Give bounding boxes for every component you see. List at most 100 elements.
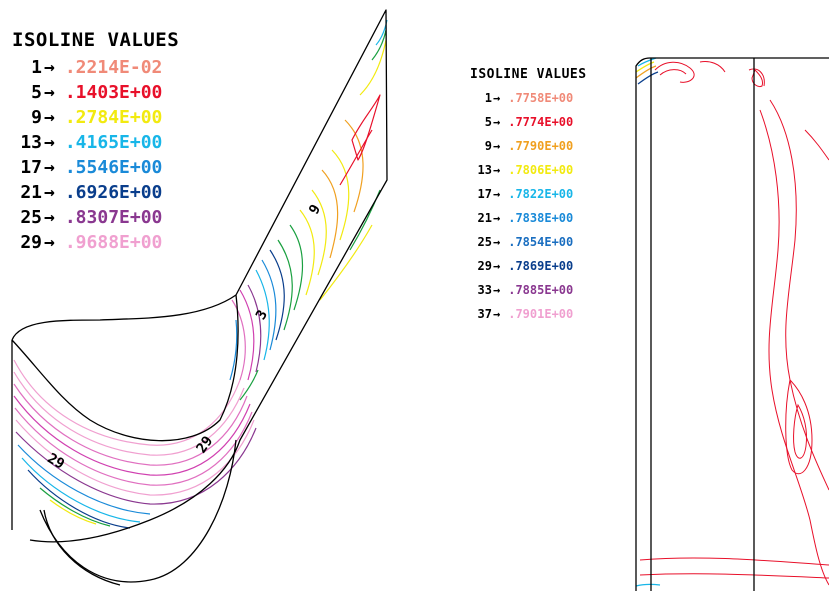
arrow-icon: →	[493, 163, 501, 177]
legend-isoline-value: .7885E+00	[508, 283, 574, 297]
contour-yellow-3	[311, 189, 327, 276]
contour-blue-4	[261, 259, 277, 351]
corner-bottom-blue	[635, 583, 661, 587]
arrow-icon: →	[44, 132, 55, 153]
arrow-icon: →	[493, 91, 501, 105]
legend-isoline-number: 13	[20, 132, 42, 153]
legend-isoline-value: .5546E+00	[64, 157, 163, 178]
legend-isoline-value: .6926E+00	[64, 182, 163, 203]
contour-label-29b: 29	[44, 450, 67, 472]
legend-isoline-value: .7758E+00	[508, 91, 574, 105]
blade-lower	[39, 439, 237, 583]
right-contour-lines	[639, 61, 829, 586]
legend-row: 17→ .7822E+00	[470, 182, 587, 206]
contour-r-12	[804, 129, 829, 161]
contour-pink-7	[231, 299, 246, 381]
contour-pink-4	[13, 395, 251, 476]
contour-green-3	[289, 224, 304, 311]
contour-pink-5	[14, 407, 253, 486]
legend-isoline-number: 37	[477, 307, 492, 321]
arrow-icon: →	[44, 57, 55, 78]
legend-row: 13 → .4165E+00	[12, 130, 179, 155]
legend-isoline-value: .9688E+00	[64, 232, 163, 253]
contour-yellow-1	[49, 499, 97, 525]
legend-isoline-number: 29	[477, 259, 492, 273]
arrow-icon: →	[44, 207, 55, 228]
legend-left: ISOLINE VALUES 1 → .2214E-02 5 → .1403E+00 9 →.…	[12, 28, 179, 255]
domain-outline	[635, 57, 829, 591]
legend-left-items: 1 → .2214E-02 5 → .1403E+00 9 → .2784E+00 13 → .416…	[12, 55, 179, 255]
contour-navy	[27, 469, 131, 529]
contour-pink-2	[13, 371, 245, 456]
legend-isoline-number: 5	[484, 115, 492, 129]
right-contour-plot	[635, 57, 829, 591]
legend-isoline-value: .2784E+00	[64, 107, 163, 128]
corner-navy	[637, 71, 659, 85]
contour-green-6	[239, 369, 259, 401]
passage-outline	[11, 9, 388, 543]
legend-isoline-value: .7838E+00	[508, 211, 574, 225]
legend-isoline-number: 25	[20, 207, 42, 228]
contour-r-4	[793, 403, 807, 459]
contour-green-1	[39, 487, 111, 527]
legend-row: 21 → .6926E+00	[12, 180, 179, 205]
legend-isoline-value: .1403E+00	[64, 82, 163, 103]
arrow-icon: →	[44, 157, 55, 178]
left-contour-lines	[13, 19, 388, 529]
legend-isoline-number: 1	[484, 91, 492, 105]
right-corner-contours	[635, 57, 661, 587]
corner-orange	[635, 65, 657, 79]
contour-blue-3	[255, 269, 270, 361]
left-contour-plot: 9 3 29 29	[11, 9, 388, 586]
legend-isoline-value: .7790E+00	[508, 139, 574, 153]
contour-r-9	[699, 61, 726, 73]
legend-isoline-value: .7901E+00	[508, 307, 574, 321]
legend-isoline-number: 29	[20, 232, 42, 253]
blade-upper	[11, 294, 237, 341]
blade-lower-2	[43, 509, 121, 586]
legend-isoline-value: .7774E+00	[508, 115, 574, 129]
legend-isoline-number: 13	[477, 163, 492, 177]
contour-pink-8	[239, 289, 255, 381]
contour-orange-2	[344, 119, 364, 213]
contour-r-7	[654, 61, 695, 83]
legend-row: 21→ .7838E+00	[470, 206, 587, 230]
contour-r-5	[751, 69, 763, 87]
left-contour-labels: 9 3 29 29	[44, 202, 324, 473]
contour-navy-2	[269, 249, 285, 341]
legend-isoline-value: .7854E+00	[508, 235, 574, 249]
contour-violet-2	[247, 284, 262, 373]
contour-r-2	[759, 109, 829, 586]
legend-isoline-number: 1	[31, 57, 42, 78]
legend-isoline-number: 17	[477, 187, 492, 201]
arrow-icon: →	[493, 115, 501, 129]
arrow-icon: →	[493, 139, 501, 153]
contour-yellow-4	[331, 149, 350, 241]
contour-label-9: 9	[306, 202, 324, 217]
contour-violet	[15, 427, 257, 505]
contour-r-10	[639, 557, 829, 566]
contour-orange-1	[321, 169, 339, 259]
legend-row: 5 → .1403E+00	[12, 80, 179, 105]
legend-row: 29 → .9688E+00	[12, 230, 179, 255]
contour-blue-1	[17, 444, 151, 515]
legend-isoline-number: 5	[31, 82, 42, 103]
legend-row: 25→ .7854E+00	[470, 230, 587, 254]
legend-isoline-value: .7806E+00	[508, 163, 574, 177]
left-outlines	[11, 9, 388, 586]
arrow-icon: →	[44, 107, 55, 128]
corner-yellow	[635, 61, 655, 73]
legend-right: ISOLINE VALUES 1→ .7758E+00 5→ .7774E+00 9→.…	[470, 63, 587, 326]
legend-isoline-value: .7869E+00	[508, 259, 574, 273]
arrow-icon: →	[493, 187, 501, 201]
arrow-icon: →	[493, 307, 501, 321]
legend-isoline-value: .2214E-02	[64, 57, 163, 78]
legend-row: 13→ .7806E+00	[470, 158, 587, 182]
legend-isoline-number: 17	[20, 157, 42, 178]
contour-red-2	[339, 129, 373, 186]
contour-red-1	[351, 94, 381, 161]
legend-isoline-value: .7822E+00	[508, 187, 574, 201]
contour-pink-3	[13, 383, 248, 466]
arrow-icon: →	[493, 235, 501, 249]
